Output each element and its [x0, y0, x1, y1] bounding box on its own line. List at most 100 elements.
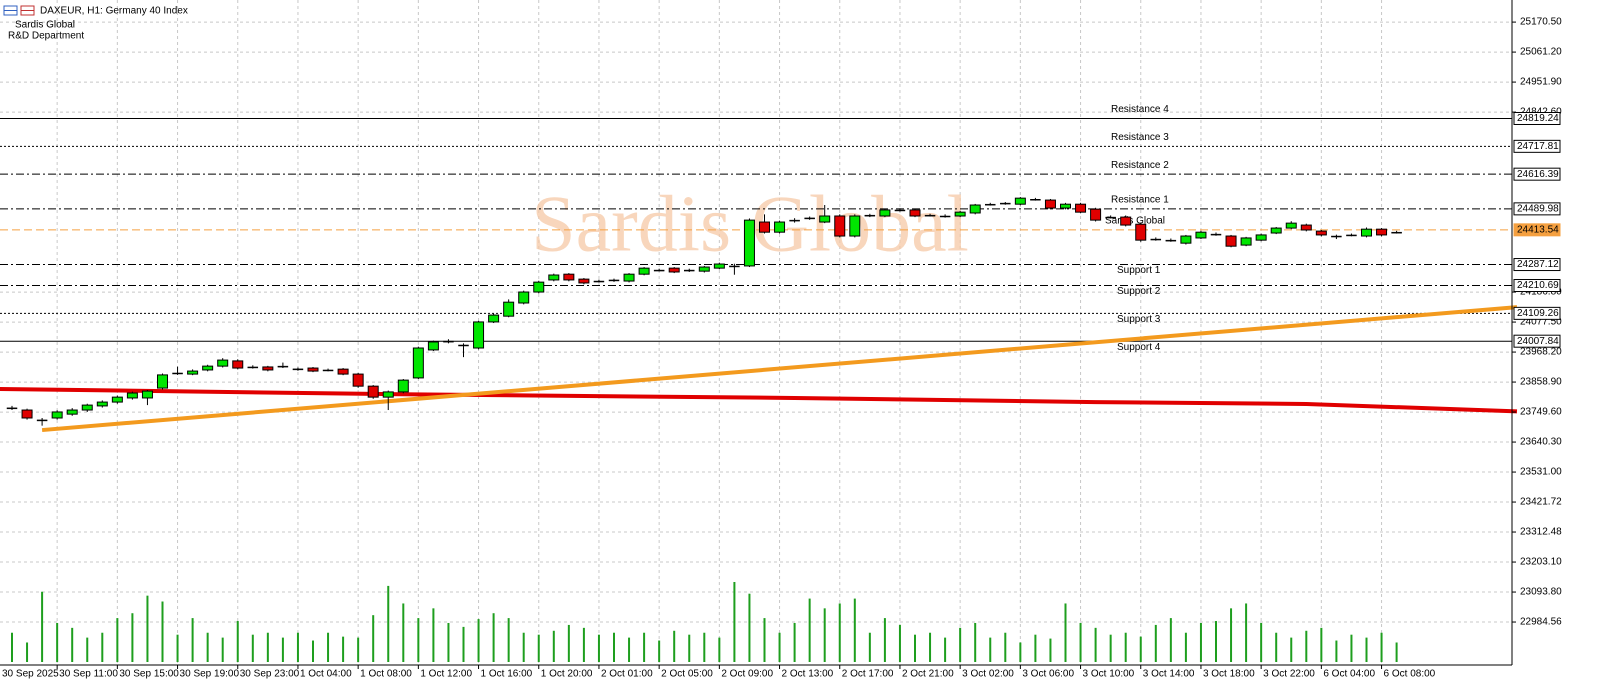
candle-body — [172, 372, 183, 375]
volume-bar — [1320, 627, 1323, 662]
candle-body — [21, 409, 33, 419]
level-price-label: 24287.12 — [1517, 259, 1559, 270]
volume-bar — [1335, 640, 1338, 662]
candle-body — [1331, 235, 1342, 238]
x-tick-label: 6 Oct 08:00 — [1384, 669, 1436, 680]
volume-bar — [116, 618, 119, 662]
volume-bar — [146, 595, 149, 662]
volume-bar — [221, 637, 224, 662]
candle-body — [578, 278, 590, 284]
symbol-icon — [3, 5, 35, 16]
volume-bar — [462, 626, 465, 662]
candle-body — [1270, 227, 1282, 234]
level-name: Support 2 — [1117, 286, 1161, 297]
candle-body — [668, 267, 680, 273]
candle-body — [322, 369, 334, 372]
candle-body — [774, 221, 786, 233]
candle-body — [819, 215, 831, 223]
volume-bar — [1230, 608, 1233, 662]
level-price-label: 24109.26 — [1517, 308, 1559, 319]
candle-body — [804, 217, 815, 220]
volume-bar — [1260, 622, 1263, 662]
volume-bar — [432, 608, 435, 662]
candle-body — [66, 409, 78, 415]
volume-bar — [853, 598, 856, 662]
volume-bar — [959, 627, 962, 662]
candle-body — [548, 274, 560, 281]
volume-bar — [1305, 630, 1308, 662]
candle-body — [307, 367, 319, 372]
volume-bar — [161, 601, 164, 662]
candle-body — [729, 265, 740, 268]
x-tick-label: 30 Sep 11:00 — [59, 669, 118, 680]
volume-bar — [628, 637, 631, 662]
candle-body — [1300, 224, 1312, 231]
candle-body — [232, 360, 244, 369]
volume-bar — [327, 632, 330, 662]
candle-body — [1225, 235, 1237, 247]
candle-body — [503, 301, 515, 317]
y-tick-label: 25170.50 — [1520, 17, 1562, 28]
level-price-label: 24489.98 — [1517, 204, 1559, 215]
candle-body — [1000, 202, 1011, 205]
level-name: Support 4 — [1117, 342, 1161, 353]
candle-body — [1376, 228, 1388, 236]
candle-body — [443, 340, 454, 343]
volume-bar — [1019, 642, 1022, 662]
level-price-box — [1513, 223, 1561, 237]
y-tick-label: 23749.60 — [1520, 407, 1562, 418]
volume-bar — [236, 621, 239, 662]
company: Sardis Global — [15, 20, 75, 31]
candle-body — [1090, 208, 1102, 221]
x-tick-label: 3 Oct 06:00 — [1022, 669, 1074, 680]
candle-body — [849, 215, 861, 237]
y-tick-label: 23421.72 — [1520, 497, 1562, 508]
volume-bar — [1275, 632, 1278, 662]
x-tick-label: 30 Sep 19:00 — [180, 669, 240, 680]
level-name: Resistance 3 — [1111, 132, 1169, 143]
x-tick-label: 2 Oct 13:00 — [782, 669, 834, 680]
level-name: Support 1 — [1117, 265, 1161, 276]
x-tick-label: 2 Oct 05:00 — [661, 669, 713, 680]
volume-bar — [1139, 636, 1142, 662]
candle-body — [985, 203, 996, 206]
candle-body — [698, 266, 710, 272]
volume-bar — [1034, 634, 1037, 662]
candle-body — [1315, 230, 1327, 236]
volume-bar — [868, 632, 871, 662]
candle-body — [1255, 234, 1267, 241]
candle-body — [909, 209, 921, 217]
candle-body — [533, 281, 545, 293]
indicator-line — [41, 305, 1518, 433]
level-name: Resistance 1 — [1111, 195, 1169, 206]
volume-bar — [1350, 634, 1353, 662]
candle-body — [141, 390, 153, 399]
volume-bar — [929, 632, 932, 662]
x-tick-label: 2 Oct 09:00 — [721, 669, 773, 680]
level-price-box — [1513, 167, 1561, 181]
volume-bar — [372, 615, 375, 662]
candle-body — [1030, 199, 1041, 201]
y-tick-label: 24951.90 — [1520, 77, 1562, 88]
candle-body — [864, 214, 876, 217]
candle-body — [488, 314, 500, 323]
candle-body — [684, 269, 695, 272]
candle-body — [743, 219, 755, 267]
candle-body — [1210, 233, 1222, 236]
x-tick-label: 1 Oct 08:00 — [360, 669, 412, 680]
candle-body — [759, 221, 770, 233]
volume-bar — [914, 634, 916, 662]
candle-body — [518, 291, 530, 304]
volume-bar — [552, 630, 555, 662]
y-tick-label: 24186.80 — [1520, 287, 1562, 298]
volume-bar — [1094, 627, 1097, 662]
candle-body — [1075, 203, 1087, 213]
volume-bar — [808, 598, 811, 662]
y-tick-label: 25061.20 — [1520, 47, 1562, 58]
candle-body — [939, 215, 951, 218]
candle-body — [397, 379, 409, 393]
candle-body — [352, 373, 364, 387]
volume-bar — [206, 632, 209, 662]
level-name: Support 3 — [1117, 314, 1161, 325]
volume-bar — [567, 624, 570, 662]
